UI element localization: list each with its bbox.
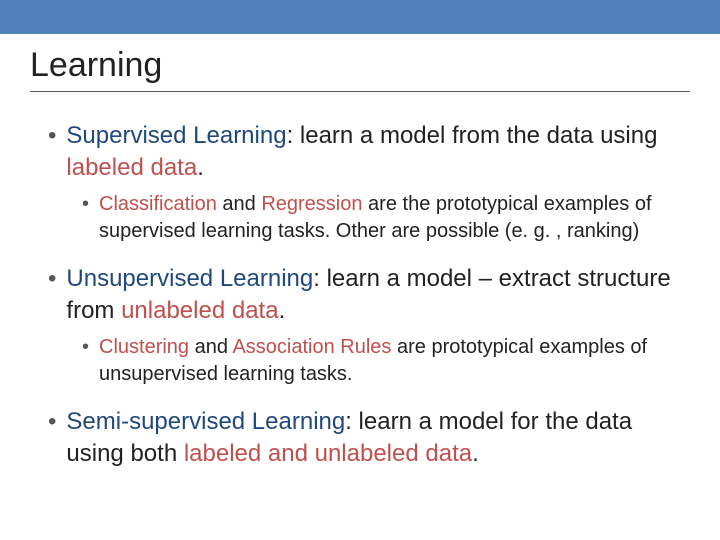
bullet-text: Supervised Learning: learn a model from … xyxy=(66,120,690,185)
bullet-text: Semi-supervised Learning: learn a model … xyxy=(66,406,690,471)
page-title: Learning xyxy=(30,46,690,85)
text-span: : learn a model from the data using xyxy=(287,122,658,149)
slide-content: Learning • Supervised Learning: learn a m… xyxy=(0,34,720,470)
text-span: . xyxy=(197,154,204,181)
text-span: Classification xyxy=(99,193,217,215)
bullet-list: • Supervised Learning: learn a model from… xyxy=(30,120,690,470)
top-bar xyxy=(0,0,720,34)
text-span: unlabeled data xyxy=(121,297,278,324)
text-span: and xyxy=(189,336,232,358)
bullet-dot-icon: • xyxy=(82,334,89,361)
text-span: Supervised Learning xyxy=(66,122,286,149)
text-span: labeled and unlabeled data xyxy=(184,440,472,467)
text-span: Unsupervised Learning xyxy=(66,265,313,292)
bullet-dot-icon: • xyxy=(48,263,56,294)
bullet-level-1: • Unsupervised Learning: learn a model – … xyxy=(48,263,690,328)
bullet-text: Unsupervised Learning: learn a model – e… xyxy=(66,263,690,328)
text-span: . xyxy=(472,440,479,467)
text-span: and xyxy=(217,193,261,215)
bullet-dot-icon: • xyxy=(82,191,89,218)
bullet-dot-icon: • xyxy=(48,406,56,437)
bullet-level-2: • Classification and Regression are the p… xyxy=(82,191,690,245)
bullet-text: Clustering and Association Rules are pro… xyxy=(99,334,690,388)
text-span: Clustering xyxy=(99,336,189,358)
text-span: Association Rules xyxy=(232,336,391,358)
text-span: Semi-supervised Learning xyxy=(66,408,345,435)
text-span: labeled data xyxy=(66,154,197,181)
text-span: . xyxy=(279,297,286,324)
bullet-text: Classification and Regression are the pr… xyxy=(99,191,690,245)
bullet-dot-icon: • xyxy=(48,120,56,151)
bullet-level-1: • Supervised Learning: learn a model from… xyxy=(48,120,690,185)
text-span: Regression xyxy=(261,193,362,215)
bullet-level-2: • Clustering and Association Rules are pr… xyxy=(82,334,690,388)
title-rule xyxy=(30,91,690,92)
bullet-level-1: • Semi-supervised Learning: learn a model… xyxy=(48,406,690,471)
